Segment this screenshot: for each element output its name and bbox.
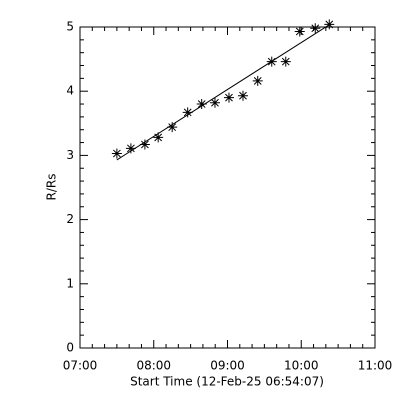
x-axis-label: Start Time (12-Feb-25 06:54:07) [130, 375, 324, 389]
fit-line [116, 23, 332, 161]
data-point [266, 56, 277, 67]
data-point [237, 90, 248, 101]
data-point [294, 26, 305, 37]
x-tick-label: 08:00 [136, 359, 171, 373]
y-tick-label: 5 [66, 20, 74, 34]
data-point [324, 19, 335, 30]
data-point [196, 99, 207, 110]
x-tick-label: 11:00 [358, 359, 393, 373]
data-point [280, 56, 291, 67]
data-point [153, 132, 164, 143]
data-point [125, 143, 136, 154]
y-tick-label: 1 [66, 276, 74, 290]
data-point [209, 97, 220, 108]
x-tick-label: 07:00 [63, 359, 98, 373]
y-tick-label: 3 [66, 148, 74, 162]
y-axis-label: R/Rs [45, 174, 59, 201]
y-tick-label: 2 [66, 212, 74, 226]
data-point [167, 122, 178, 133]
y-tick-label: 0 [66, 341, 74, 355]
data-point [310, 23, 321, 34]
data-point [223, 92, 234, 103]
data-point [139, 139, 150, 150]
data-point [111, 148, 122, 159]
plot-frame [79, 26, 376, 349]
x-tick-label: 09:00 [210, 359, 245, 373]
x-tick-label: 10:00 [284, 359, 319, 373]
data-point [182, 107, 193, 118]
data-point [252, 75, 263, 86]
y-tick-label: 4 [66, 84, 74, 98]
